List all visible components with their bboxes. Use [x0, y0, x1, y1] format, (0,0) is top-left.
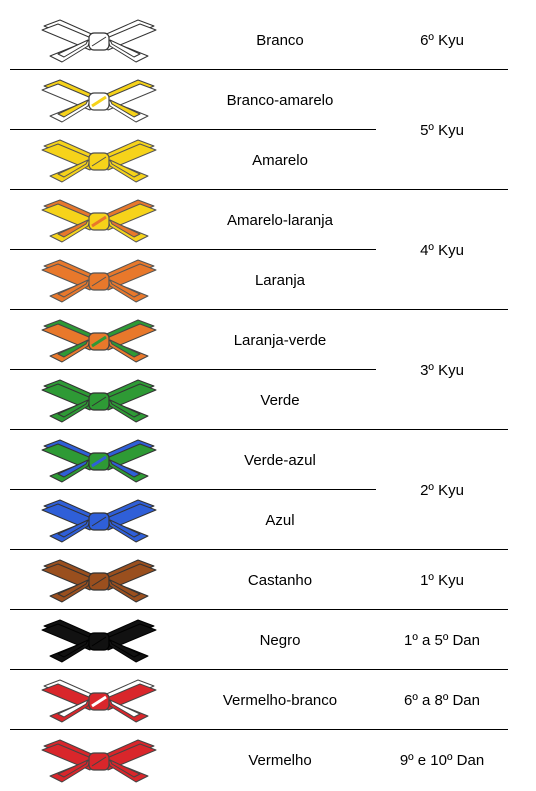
belt-name: Castanho [247, 571, 313, 589]
grade-label: 4º Kyu [420, 241, 464, 259]
belt-row: Branco-amarelo [10, 70, 376, 130]
belt-name: Negro [259, 631, 301, 649]
belt-name: Vermelho-branco [222, 691, 338, 709]
grade-divider [10, 69, 508, 70]
belt-row: Verde [10, 370, 376, 430]
grade-divider [10, 669, 508, 670]
belt-icon [40, 496, 158, 544]
belt-icon [40, 556, 158, 604]
belt-icon [40, 196, 158, 244]
grade-label: 3º Kyu [420, 361, 464, 379]
grade-label: 6º Kyu [420, 31, 464, 49]
grade-divider [10, 189, 508, 190]
belt-icon [40, 76, 158, 124]
belt-row: Branco [10, 10, 376, 70]
grade-label: 5º Kyu [420, 121, 464, 139]
belt-row: Castanho [10, 550, 376, 610]
belt-name: Verde-azul [244, 451, 316, 469]
belt-row: Laranja [10, 250, 376, 310]
belt-row: Amarelo [10, 130, 376, 190]
grade-label: 9º e 10º Dan [399, 751, 485, 769]
row-divider [10, 489, 376, 490]
belt-icon [40, 736, 158, 784]
belt-name: Verde [260, 391, 300, 409]
belt-row: Laranja-verde [10, 310, 376, 370]
grade-label: 6º a 8º Dan [403, 691, 480, 709]
row-divider [10, 249, 376, 250]
belt-icon [40, 316, 158, 364]
belt-row: Verde-azul [10, 430, 376, 490]
grade-divider [10, 309, 508, 310]
grade-label: 2º Kyu [420, 481, 464, 499]
row-divider [10, 369, 376, 370]
belt-name: Branco-amarelo [226, 91, 334, 109]
belt-name: Amarelo-laranja [227, 211, 333, 229]
grade-divider [10, 729, 508, 730]
belt-row: Vermelho-branco [10, 670, 376, 730]
belt-name: Vermelho [248, 751, 312, 769]
belt-name: Azul [265, 511, 295, 529]
belt-row: Vermelho [10, 730, 376, 790]
belt-icon [40, 676, 158, 724]
belt-name: Laranja [254, 271, 306, 289]
belt-row: Amarelo-laranja [10, 190, 376, 250]
grade-divider [10, 549, 508, 550]
belt-name: Laranja-verde [233, 331, 327, 349]
belt-icon [40, 256, 158, 304]
belt-name: Amarelo [252, 151, 308, 169]
grade-label: 1º Kyu [420, 571, 464, 589]
belt-icon [40, 136, 158, 184]
belt-icon [40, 16, 158, 64]
grade-divider [10, 609, 508, 610]
belt-icon [40, 376, 158, 424]
belt-row: Negro [10, 610, 376, 670]
belt-name: Branco [256, 31, 304, 49]
belt-row: Azul [10, 490, 376, 550]
belt-icon [40, 616, 158, 664]
belt-icon [40, 436, 158, 484]
row-divider [10, 129, 376, 130]
grade-divider [10, 429, 508, 430]
grade-label: 1º a 5º Dan [403, 631, 480, 649]
